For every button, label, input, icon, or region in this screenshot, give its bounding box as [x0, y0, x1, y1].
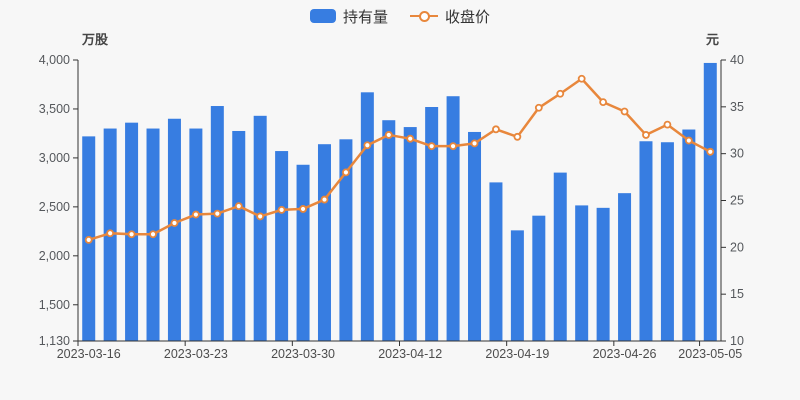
x-axis-date-label: 2023-03-16	[57, 347, 121, 361]
legend-label-price: 收盘价	[445, 8, 491, 26]
closing-price-marker[interactable]	[577, 74, 586, 83]
closing-price-marker[interactable]	[427, 142, 436, 151]
y-axis-left-tick-label: 3,500	[39, 102, 70, 116]
x-axis-date-label: 2023-04-12	[378, 347, 442, 361]
closing-price-marker[interactable]	[513, 132, 522, 141]
holdings-bar[interactable]	[425, 107, 439, 341]
closing-price-marker[interactable]	[663, 120, 672, 129]
closing-price-marker[interactable]	[84, 235, 93, 244]
closing-price-marker[interactable]	[684, 136, 693, 145]
holdings-bar[interactable]	[446, 96, 460, 341]
holdings-bar[interactable]	[360, 92, 374, 341]
holdings-bar[interactable]	[382, 120, 396, 342]
holdings-bar[interactable]	[703, 62, 717, 341]
closing-price-marker[interactable]	[299, 205, 307, 213]
x-axis-date-label: 2023-03-30	[271, 347, 335, 361]
holdings-bar[interactable]	[596, 207, 610, 341]
right-axis-unit-label: 元	[706, 32, 720, 47]
y-axis-right-tick-label: 10	[730, 334, 744, 348]
holdings-bar[interactable]	[575, 205, 589, 341]
line-series-swatch-icon	[410, 9, 438, 23]
left-axis-unit-label: 万股	[82, 32, 109, 47]
closing-price-marker[interactable]	[234, 202, 243, 211]
closing-price-marker[interactable]	[256, 212, 265, 221]
holdings-bar[interactable]	[682, 129, 696, 341]
closing-price-marker[interactable]	[492, 125, 500, 134]
x-axis-date-label: 2023-04-26	[593, 347, 657, 361]
closing-price-marker[interactable]	[642, 131, 650, 139]
holdings-bar[interactable]	[660, 142, 674, 341]
x-axis-date-label: 2023-05-05	[678, 347, 742, 361]
legend-item-price[interactable]: 收盘价	[410, 6, 490, 27]
legend: 持有量 收盘价	[0, 5, 800, 27]
closing-price-marker[interactable]	[406, 134, 415, 143]
closing-price-marker[interactable]	[106, 229, 115, 238]
holdings-bar[interactable]	[253, 115, 267, 341]
closing-price-marker[interactable]	[620, 107, 629, 116]
holdings-bar[interactable]	[210, 106, 224, 342]
closing-price-marker[interactable]	[384, 131, 393, 139]
closing-price-marker[interactable]	[706, 147, 715, 156]
closing-price-marker[interactable]	[599, 98, 608, 107]
closing-price-marker[interactable]	[320, 195, 329, 204]
closing-price-marker[interactable]	[170, 219, 179, 227]
holdings-bar[interactable]	[339, 139, 353, 341]
closing-price-marker[interactable]	[277, 205, 286, 214]
bar-series-swatch-icon	[309, 9, 336, 23]
y-axis-right-tick-label: 25	[730, 194, 744, 208]
closing-price-marker[interactable]	[449, 142, 457, 151]
x-axis-date-label: 2023-03-23	[164, 347, 228, 361]
y-axis-left-tick-label: 4,000	[39, 53, 70, 67]
closing-price-marker[interactable]	[149, 230, 157, 239]
holdings-bar[interactable]	[553, 172, 567, 341]
y-axis-left-tick-label: 1,500	[39, 298, 70, 312]
y-axis-right-tick-label: 20	[730, 240, 744, 254]
legend-label-holdings: 持有量	[342, 8, 388, 26]
closing-price-marker[interactable]	[363, 141, 372, 150]
y-axis-right-tick-label: 15	[730, 287, 744, 301]
holdings-bar[interactable]	[532, 215, 546, 341]
holdings-bar[interactable]	[167, 118, 181, 341]
holdings-bar[interactable]	[275, 151, 289, 341]
closing-price-marker[interactable]	[213, 209, 222, 218]
holdings-bar[interactable]	[189, 128, 203, 341]
closing-price-line[interactable]	[87, 77, 712, 242]
closing-price-marker[interactable]	[342, 168, 350, 177]
holdings-bar[interactable]	[317, 144, 331, 341]
holdings-bar[interactable]	[232, 130, 246, 341]
holdings-bar[interactable]	[468, 131, 482, 341]
legend-item-holdings[interactable]: 持有量	[309, 6, 388, 27]
y-axis-left-tick-label: 2,500	[39, 200, 70, 214]
line-swatch-marker	[419, 11, 430, 22]
y-axis-right-tick-label: 40	[730, 53, 744, 67]
y-axis-left-tick-label: 3,000	[39, 151, 70, 165]
holdings-bar[interactable]	[296, 164, 310, 341]
y-axis-left-tick-label: 2,000	[39, 249, 70, 263]
holdings-bar[interactable]	[489, 182, 503, 341]
holdings-bar[interactable]	[510, 230, 524, 341]
closing-price-marker[interactable]	[127, 230, 136, 239]
closing-price-marker[interactable]	[556, 89, 565, 98]
holdings-bar[interactable]	[403, 127, 417, 341]
closing-price-marker[interactable]	[534, 103, 543, 112]
x-axis-date-label: 2023-04-19	[485, 347, 549, 361]
closing-price-marker[interactable]	[191, 210, 200, 219]
y-axis-left-tick-label: 1,130	[39, 334, 70, 348]
closing-price-marker[interactable]	[470, 139, 479, 148]
y-axis-right-tick-label: 30	[730, 147, 744, 161]
holdings-bar[interactable]	[618, 193, 632, 341]
holdings-bar[interactable]	[639, 141, 653, 341]
y-axis-right-tick-label: 35	[730, 100, 744, 114]
